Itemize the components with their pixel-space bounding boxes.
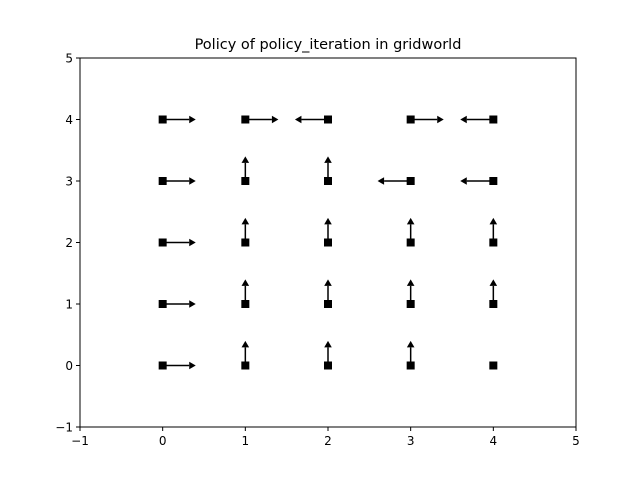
x-tick-label: −1 bbox=[71, 434, 89, 448]
x-tick-label: 3 bbox=[407, 434, 415, 448]
arrow-head-up bbox=[324, 156, 332, 163]
state-marker bbox=[158, 361, 167, 370]
state-marker bbox=[158, 177, 167, 185]
arrow-head-up bbox=[324, 217, 332, 225]
arrow-head-left bbox=[460, 115, 467, 124]
state-marker bbox=[241, 177, 250, 185]
y-tick-label: −1 bbox=[55, 421, 73, 435]
x-tick-label: 4 bbox=[490, 434, 498, 448]
arrow-head-right bbox=[189, 177, 196, 185]
arrow-head-up bbox=[241, 340, 250, 348]
state-marker bbox=[489, 238, 498, 247]
state-marker bbox=[158, 300, 167, 308]
state-marker bbox=[241, 115, 250, 124]
state-marker bbox=[241, 361, 250, 370]
arrow-head-up bbox=[324, 279, 332, 286]
state-marker bbox=[406, 361, 415, 370]
arrow-head-right bbox=[189, 361, 196, 370]
y-axis-ticks: −1 0 1 2 3 4 5 bbox=[55, 52, 80, 435]
y-tick-label: 5 bbox=[65, 52, 73, 66]
state-marker bbox=[241, 300, 250, 308]
y-tick-label: 0 bbox=[65, 359, 73, 373]
state-marker bbox=[241, 238, 250, 247]
state-marker bbox=[406, 300, 415, 308]
arrow-head-right bbox=[189, 115, 196, 124]
x-axis-ticks: −1 0 1 2 3 4 5 bbox=[71, 427, 580, 448]
state-marker bbox=[324, 115, 332, 124]
chart-title: Policy of policy_iteration in gridworld bbox=[195, 37, 462, 53]
state-marker bbox=[489, 300, 498, 308]
arrow-head-up bbox=[489, 279, 498, 286]
y-tick-label: 3 bbox=[65, 175, 73, 189]
arrow-head-left bbox=[377, 177, 385, 185]
state-marker bbox=[324, 300, 332, 308]
arrow-head-up bbox=[241, 156, 250, 163]
arrow-head-right bbox=[189, 238, 196, 247]
state-marker bbox=[406, 115, 415, 124]
state-marker bbox=[489, 115, 498, 124]
state-marker bbox=[324, 361, 332, 370]
y-tick-label: 4 bbox=[65, 113, 73, 127]
x-tick-label: 2 bbox=[324, 434, 332, 448]
state-marker bbox=[489, 361, 498, 370]
state-marker bbox=[406, 238, 415, 247]
state-marker bbox=[324, 238, 332, 247]
x-tick-label: 5 bbox=[572, 434, 580, 448]
arrow-head-up bbox=[241, 217, 250, 225]
arrow-head-up bbox=[406, 340, 415, 348]
arrow-head-right bbox=[189, 300, 196, 308]
arrow-head-up bbox=[406, 217, 415, 225]
x-tick-label: 1 bbox=[242, 434, 250, 448]
y-tick-label: 1 bbox=[65, 298, 73, 312]
arrow-head-up bbox=[324, 340, 332, 348]
y-tick-label: 2 bbox=[65, 236, 73, 250]
state-marker bbox=[489, 177, 498, 185]
arrow-head-up bbox=[241, 279, 250, 286]
plot-area: −1 0 1 2 3 4 5 −1 0 1 2 3 4 5 bbox=[55, 52, 580, 449]
policy-marks bbox=[158, 115, 498, 370]
state-marker bbox=[324, 177, 332, 185]
x-tick-label: 0 bbox=[159, 434, 167, 448]
state-marker bbox=[406, 177, 415, 185]
arrow-head-right bbox=[437, 115, 444, 124]
arrow-head-left bbox=[294, 115, 302, 124]
arrow-head-right bbox=[271, 115, 279, 124]
state-marker bbox=[158, 115, 167, 124]
arrow-head-up bbox=[406, 279, 415, 286]
arrow-head-up bbox=[489, 217, 498, 225]
state-marker bbox=[158, 238, 167, 247]
arrow-head-left bbox=[460, 177, 467, 185]
